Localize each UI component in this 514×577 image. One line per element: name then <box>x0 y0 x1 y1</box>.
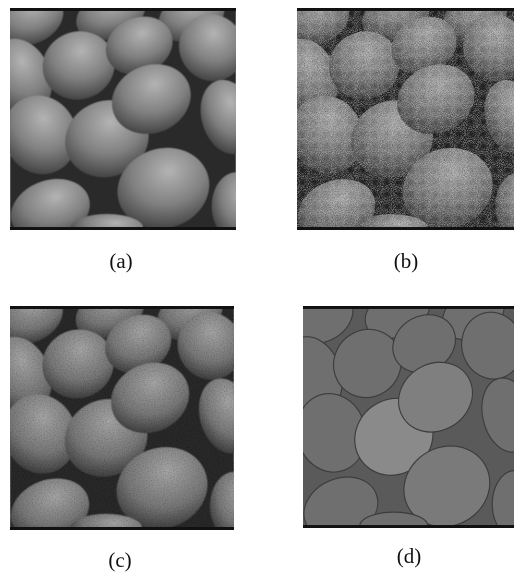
caption-a: (a) <box>109 249 133 273</box>
panel-c-image <box>10 306 234 530</box>
panel-d-image <box>303 306 514 528</box>
caption-c: (c) <box>108 548 132 572</box>
panel-b-image <box>297 8 514 230</box>
caption-d: (d) <box>396 544 422 568</box>
panel-a-image <box>10 8 236 230</box>
caption-b: (b) <box>393 249 419 273</box>
